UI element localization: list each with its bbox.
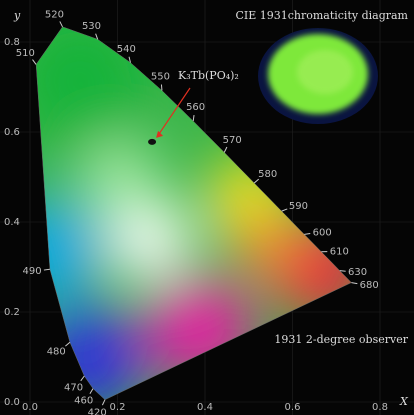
y-tick-label: 0.6	[4, 127, 20, 138]
wavelength-label: 420	[88, 407, 107, 415]
y-tick-label: 0.4	[4, 217, 20, 228]
wavelength-label: 590	[289, 201, 308, 212]
data-point	[148, 139, 156, 145]
wavelength-label: 540	[117, 44, 136, 55]
point-label: K₃Tb(PO₄)₂	[178, 69, 239, 82]
subtitle: 1931 2-degree observer	[274, 333, 408, 346]
y-tick-label: 0.8	[4, 37, 20, 48]
x-tick-label: 0.6	[285, 402, 301, 413]
wavelength-label: 610	[330, 247, 349, 258]
inset-photo	[258, 28, 378, 124]
wavelength-label: 490	[22, 266, 41, 277]
chart: CIE 1931chromaticity diagram 1931 2-degr…	[0, 0, 414, 415]
x-tick-label: 0.4	[197, 402, 213, 413]
wavelength-label: 480	[47, 346, 66, 357]
wavelength-label: 460	[74, 396, 93, 407]
wavelength-label: 560	[186, 102, 205, 113]
x-tick-label: 0.2	[110, 402, 126, 413]
wavelength-label: 580	[258, 169, 277, 180]
wavelength-label: 680	[360, 280, 379, 291]
wavelength-label: 530	[82, 21, 101, 32]
wavelength-label: 470	[64, 382, 83, 393]
y-tick-label: 0.2	[4, 307, 20, 318]
page: CIE 1931chromaticity diagram 1931 2-degr…	[0, 0, 414, 415]
y-tick-label: 0.0	[4, 397, 20, 408]
wavelength-label: 570	[223, 135, 242, 146]
wavelength-label: 550	[151, 72, 170, 83]
y-axis-label: y	[13, 9, 21, 22]
x-tick-label: 0.8	[372, 402, 388, 413]
x-axis-label: X	[399, 395, 409, 408]
chart-title: CIE 1931chromaticity diagram	[235, 9, 408, 22]
wavelength-label: 600	[313, 227, 332, 238]
wavelength-label: 510	[16, 48, 35, 59]
wavelength-tick	[340, 271, 346, 272]
wavelength-label: 520	[45, 9, 64, 20]
wavelength-tick	[161, 84, 162, 90]
wavelength-label: 630	[348, 267, 367, 278]
x-tick-label: 0.0	[22, 402, 38, 413]
